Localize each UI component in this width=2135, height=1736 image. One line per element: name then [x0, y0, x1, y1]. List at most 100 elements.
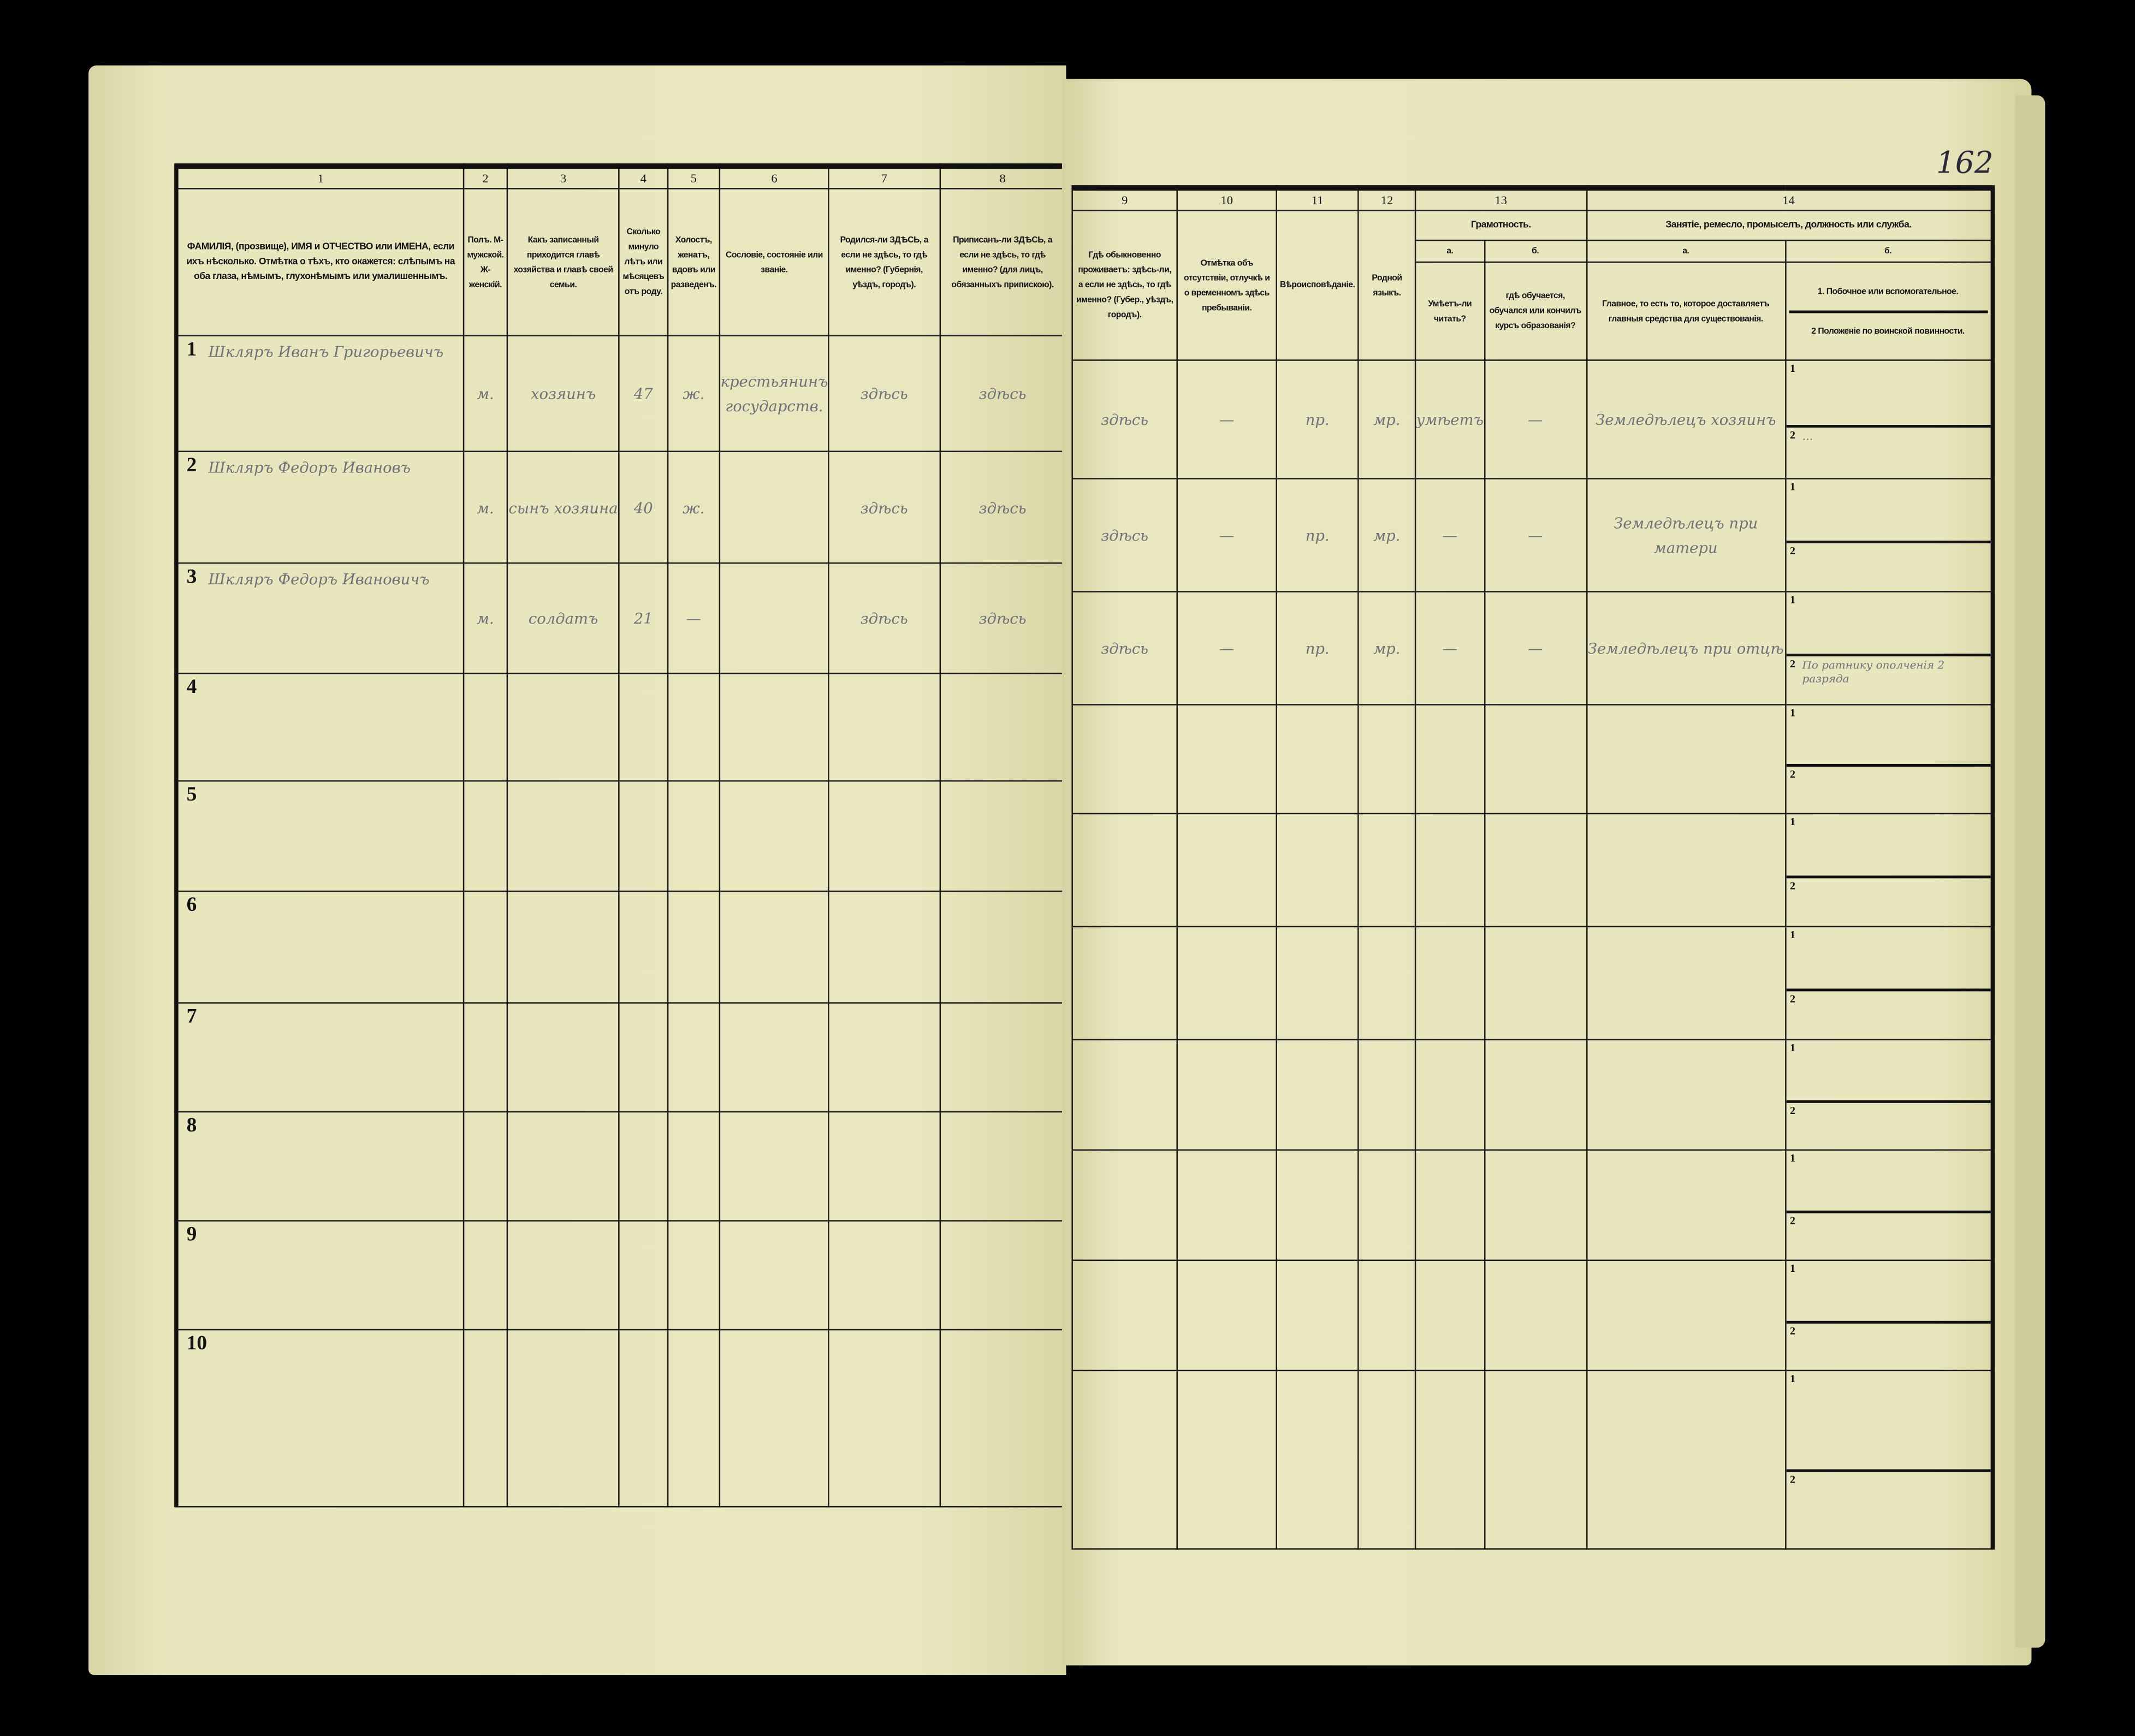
- column-header-row: ФАМИЛІЯ, (прозвище), ИМЯ и ОТЧЕСТВО или …: [175, 188, 1066, 336]
- cell-estate: крестьянинъ государств.: [719, 335, 829, 452]
- value-relation: хозяинъ: [530, 385, 596, 404]
- sub-label-2: 2: [1790, 768, 1796, 780]
- secondary-cell: 1 2 По ратнику ополченія 2 разряда: [1784, 591, 1993, 706]
- column-number-row: 9 10 11 12 13 14: [1071, 187, 1993, 211]
- value-age: 40: [633, 499, 653, 517]
- subcolumn-label: а.: [1415, 239, 1485, 263]
- military-status: 2…: [1787, 428, 1990, 477]
- cell-literate: умѣетъ: [1415, 359, 1485, 479]
- cell-relation: [506, 1111, 620, 1222]
- value-education: —: [1528, 639, 1543, 658]
- cell-education: [1483, 1259, 1587, 1372]
- cell-sex: [462, 1220, 508, 1331]
- column-header: Родился-ли ЗДѢСЬ, а если не здѣсь, то гд…: [828, 188, 941, 336]
- cell-born: [828, 1002, 941, 1113]
- subcolumn-label: а.: [1585, 239, 1786, 263]
- military-status: 2: [1787, 1472, 1990, 1548]
- cell-estate: [719, 1002, 829, 1113]
- cell-marital: [667, 1220, 721, 1331]
- cell-education: [1483, 1149, 1587, 1261]
- secondary-occupation: 1: [1786, 1041, 1990, 1103]
- person-name-cell: 1 Шкляръ Иванъ Григорьевичъ: [175, 335, 465, 452]
- value-language: мр.: [1373, 411, 1401, 429]
- value-absence: —: [1219, 639, 1235, 658]
- cell-born: здѣсь: [828, 451, 941, 564]
- cell-absence: [1176, 1259, 1277, 1372]
- person-name-cell: 4: [175, 672, 465, 782]
- value-absence: —: [1219, 411, 1235, 429]
- subcolumn-label: б.: [1483, 239, 1587, 263]
- table-row: 3 Шкляръ Федоръ Ивановичъ м. солдатъ 21 — здѣс…: [175, 562, 1066, 674]
- cell-resides: здѣсь: [1071, 359, 1178, 479]
- cell-resides: [1071, 1149, 1178, 1261]
- cell-born: [828, 780, 941, 892]
- table-row: 6: [175, 890, 1066, 1004]
- cell-registered: [939, 890, 1066, 1004]
- cell-language: мр.: [1357, 591, 1416, 706]
- column-number: 9: [1071, 187, 1178, 211]
- cell-absence: [1176, 1039, 1277, 1151]
- value-registered: здѣсь: [978, 385, 1027, 404]
- person-name-cell: 10: [175, 1329, 465, 1508]
- column-number: 8: [939, 165, 1066, 189]
- cell-language: [1357, 704, 1416, 815]
- person-name-cell: 6: [175, 890, 465, 1004]
- sub-label-1: 1: [1790, 1041, 1796, 1054]
- military-status: 2: [1787, 991, 1990, 1038]
- cell-relation: [506, 1002, 620, 1113]
- row-number: 7: [186, 1006, 197, 1028]
- secondary-occupation-header: 1. Побочное или вспомогательное.: [1788, 273, 1988, 313]
- cell-occupation: [1585, 1149, 1786, 1261]
- value-literate: умѣетъ: [1416, 411, 1484, 429]
- row-number: 6: [186, 894, 197, 917]
- cell-resides: [1071, 813, 1178, 928]
- cell-education: —: [1483, 478, 1587, 593]
- table-row: здѣсь — пр. мр. — — Земледѣлецъ при отцѣ 1 2 По р…: [1071, 591, 1993, 706]
- cell-education: [1483, 1039, 1587, 1151]
- value-religion: пр.: [1305, 411, 1330, 429]
- value-religion: пр.: [1305, 527, 1330, 545]
- value-marital: —: [686, 610, 702, 628]
- page-number: 162: [1936, 147, 1994, 181]
- cell-relation: [506, 780, 620, 892]
- row-number: 9: [186, 1224, 197, 1246]
- subcolumn-label-row: а. б. а. б.: [1072, 239, 1993, 263]
- cell-age: [619, 1220, 668, 1331]
- cell-relation: [506, 672, 620, 782]
- cell-resides: [1071, 1039, 1178, 1151]
- value-relation: сынъ хозяина: [508, 499, 618, 517]
- value-age: 47: [633, 385, 653, 404]
- cell-language: [1357, 1039, 1416, 1151]
- column-number: 10: [1176, 187, 1277, 211]
- cell-estate: [719, 1329, 829, 1508]
- cell-literate: [1415, 1039, 1485, 1151]
- cell-born: [828, 672, 941, 782]
- column-number: 3: [506, 165, 620, 189]
- cell-sex: [462, 1329, 508, 1508]
- cell-absence: [1176, 704, 1277, 815]
- value-registered: здѣсь: [978, 610, 1027, 628]
- column-header-row: Гдѣ обыкновенно проживаетъ: здѣсь-ли, а …: [1071, 210, 1993, 361]
- cell-age: [619, 890, 668, 1004]
- value-religion: пр.: [1305, 639, 1330, 658]
- cell-language: [1357, 1149, 1416, 1261]
- value-education: —: [1528, 411, 1543, 429]
- row-number: 4: [186, 677, 197, 699]
- cell-religion: [1276, 704, 1359, 815]
- cell-age: [619, 1329, 668, 1508]
- cell-registered: [939, 1111, 1066, 1222]
- cell-absence: [1176, 1149, 1277, 1261]
- military-status: 2 По ратнику ополченія 2 разряда: [1787, 656, 1990, 703]
- cell-language: [1357, 1259, 1416, 1372]
- value-language: мр.: [1373, 527, 1401, 545]
- column-header: Сколько минуло лѣтъ или мѣсяцевъ отъ род…: [619, 188, 668, 336]
- column-header: Сословіе, состояніе или званіе.: [719, 188, 829, 336]
- subcolumn-header: Главное, то есть то, которое доставляетъ…: [1585, 261, 1786, 361]
